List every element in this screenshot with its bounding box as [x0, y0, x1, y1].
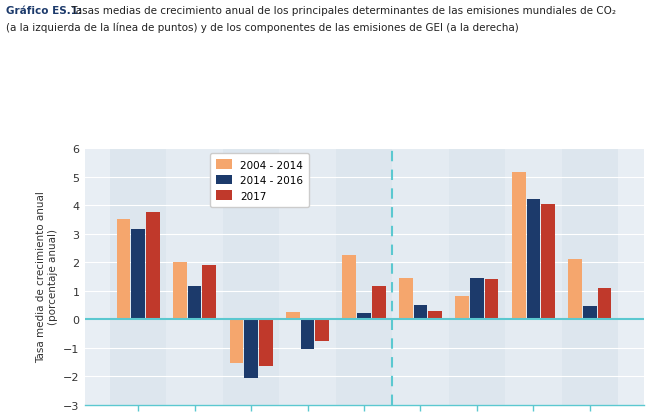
Bar	[598, 288, 612, 319]
Bar	[568, 260, 582, 319]
Bar	[110, 149, 166, 405]
Bar	[146, 213, 160, 319]
Bar	[413, 305, 427, 319]
Bar	[562, 149, 618, 405]
Bar	[448, 149, 505, 405]
Bar	[583, 306, 597, 319]
Bar	[188, 287, 202, 319]
Bar	[336, 149, 392, 405]
Bar	[470, 278, 484, 319]
Y-axis label: Tasa media de crecimiento anual
(porcentaje anual): Tasa media de crecimiento anual (porcent…	[36, 191, 58, 363]
Bar	[372, 287, 385, 319]
Bar	[259, 319, 272, 366]
Bar	[131, 230, 145, 319]
Bar	[280, 149, 336, 405]
Bar	[202, 265, 216, 319]
Bar	[392, 149, 448, 405]
Bar	[456, 297, 469, 319]
Bar	[428, 311, 442, 319]
Bar	[244, 319, 258, 378]
Bar	[399, 278, 413, 319]
Legend: 2004 - 2014, 2014 - 2016, 2017: 2004 - 2014, 2014 - 2016, 2017	[210, 154, 309, 207]
Bar	[116, 220, 130, 319]
Text: Gráfico ES.1:: Gráfico ES.1:	[6, 6, 83, 16]
Text: Tasas medias de crecimiento anual de los principales determinantes de las emisio: Tasas medias de crecimiento anual de los…	[68, 6, 616, 16]
Bar	[315, 319, 329, 341]
Bar	[173, 263, 187, 319]
Text: (a la izquierda de la línea de puntos) y de los componentes de las emisiones de : (a la izquierda de la línea de puntos) y…	[6, 23, 519, 33]
Bar	[541, 204, 555, 319]
Bar	[505, 149, 562, 405]
Bar	[223, 149, 280, 405]
Bar	[229, 319, 243, 363]
Bar	[485, 280, 499, 319]
Bar	[166, 149, 223, 405]
Bar	[286, 312, 300, 319]
Bar	[512, 173, 526, 319]
Bar	[357, 314, 371, 319]
Bar	[343, 255, 356, 319]
Bar	[301, 319, 315, 349]
Bar	[526, 200, 540, 319]
